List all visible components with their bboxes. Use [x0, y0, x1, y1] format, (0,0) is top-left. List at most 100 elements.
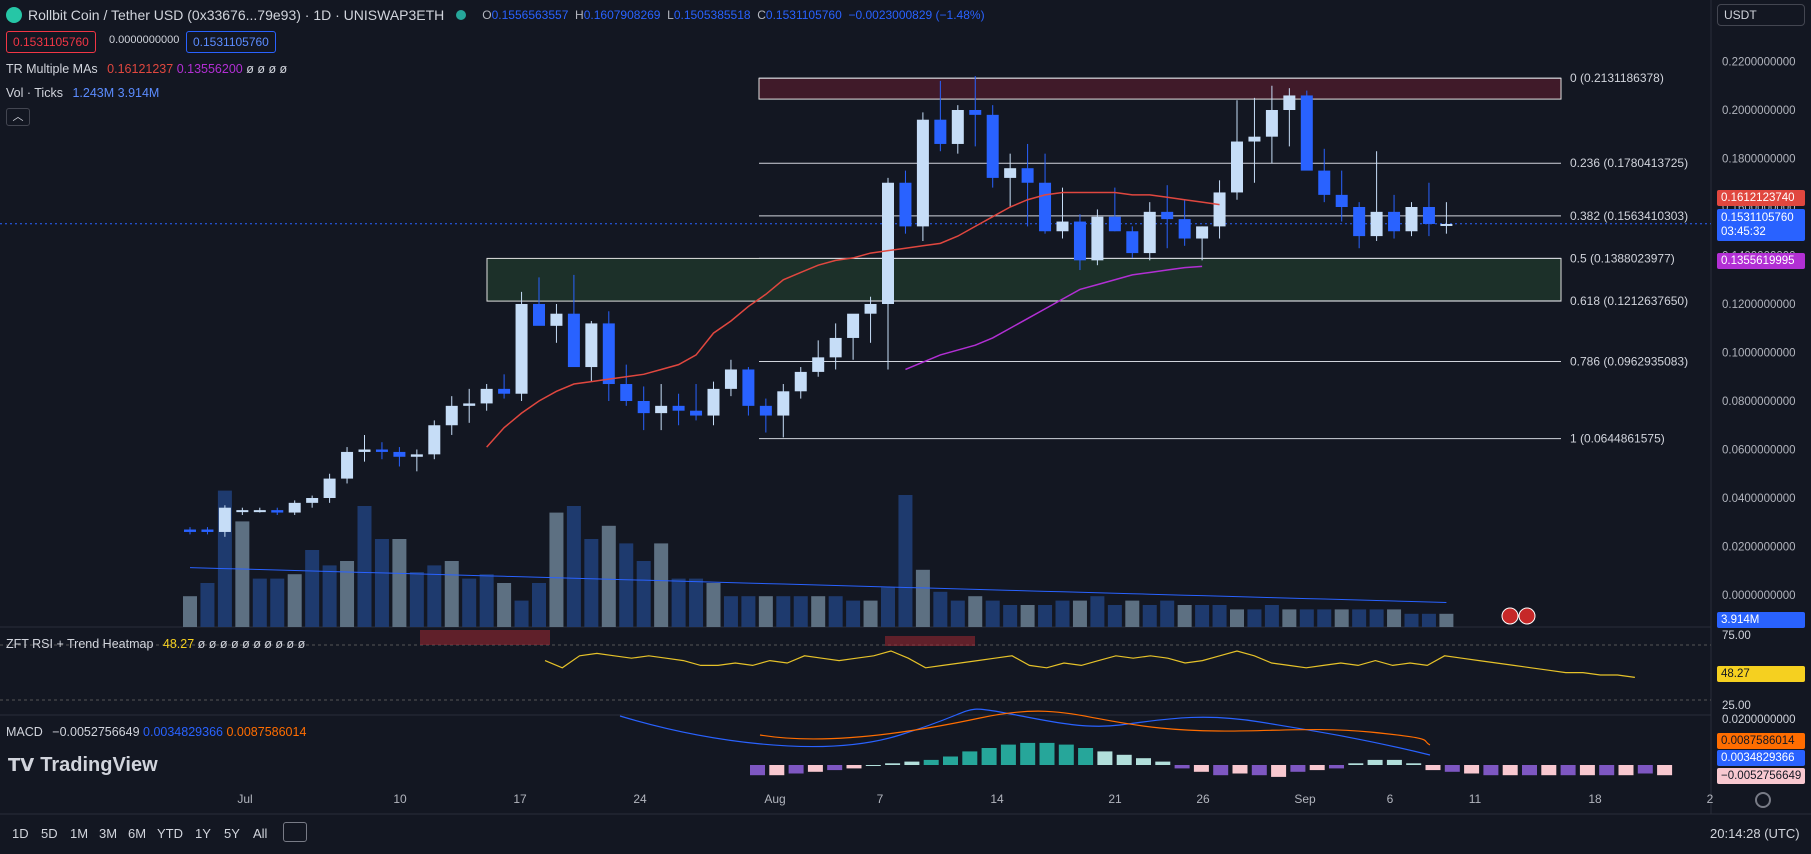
- macd-histogram-bar: [1637, 765, 1653, 774]
- volume-bar: [793, 596, 808, 627]
- macd-histogram-bar: [750, 765, 765, 776]
- date-range-icon[interactable]: [283, 822, 307, 842]
- candle-body: [1388, 211, 1401, 232]
- time-axis-label: 7: [877, 792, 884, 806]
- time-axis-label: Aug: [764, 792, 785, 806]
- volume-bar: [252, 578, 267, 627]
- macd-histogram-bar: [1406, 763, 1422, 765]
- timeframe-6m[interactable]: 6M: [128, 826, 147, 841]
- rsi-legend[interactable]: ZFT RSI + Trend Heatmap 48.27 ø ø ø ø ø …: [6, 637, 306, 651]
- volume-bar: [881, 587, 895, 627]
- fib-level-label: 0.618 (0.1212637650): [1570, 294, 1688, 308]
- volume-bar: [1352, 609, 1367, 627]
- volume-bar: [1125, 600, 1140, 627]
- candle-body: [724, 369, 737, 389]
- timeframe-all[interactable]: All: [253, 826, 268, 841]
- macd-histogram-bar: [943, 756, 958, 765]
- candle-body: [951, 110, 964, 144]
- timeframe-1y[interactable]: 1Y: [195, 826, 211, 841]
- volume-bar: [444, 561, 459, 627]
- candle-body: [899, 182, 912, 227]
- candle-body: [655, 405, 668, 414]
- timeframe-5d[interactable]: 5D: [41, 826, 58, 841]
- macd-histogram-bar: [904, 761, 920, 765]
- volume-bar: [514, 600, 529, 627]
- volume-bar: [200, 583, 215, 627]
- volume-bar: [689, 578, 704, 627]
- candle-body: [323, 478, 336, 498]
- timeframe-1m[interactable]: 1M: [70, 826, 89, 841]
- fib-level-label: 1 (0.0644861575): [1570, 432, 1665, 446]
- candle-body: [882, 182, 894, 304]
- settings-gear-icon[interactable]: [1755, 792, 1771, 808]
- volume-bar: [1142, 605, 1157, 627]
- currency-select[interactable]: USDT: [1717, 4, 1805, 26]
- volume-bar: [1177, 605, 1192, 627]
- candle-body: [602, 323, 615, 385]
- rsi-overbought-heat: [420, 630, 550, 645]
- macd-histogram-bar: [1618, 765, 1634, 776]
- collapse-legend-button[interactable]: ︿: [6, 108, 30, 126]
- volume-bar: [1230, 609, 1244, 627]
- market-status-icon[interactable]: [456, 10, 467, 20]
- sell-button[interactable]: 0.1531105760: [6, 31, 96, 53]
- rsi-lower-level: 25.00: [1722, 700, 1751, 712]
- volume-bar: [1334, 609, 1349, 627]
- candle-body: [1300, 95, 1313, 171]
- resistance-zone: [758, 77, 1562, 100]
- fib-level-label: 0 (0.2131186378): [1570, 71, 1664, 85]
- candle-body: [742, 369, 755, 406]
- volume-bar: [322, 565, 337, 627]
- ma-legend[interactable]: TR Multiple MAs 0.16121237 0.13556200 ø …: [6, 62, 288, 76]
- time-axis-label: 2: [1707, 792, 1714, 806]
- volume-bar: [1038, 605, 1053, 627]
- volume-bar: [741, 596, 756, 627]
- timeframe-1d[interactable]: 1D: [12, 826, 29, 841]
- timeframe-ytd[interactable]: YTD: [157, 826, 183, 841]
- ma-purple-price-badge: 0.1355619995: [1717, 253, 1805, 269]
- volume-bar: [1439, 613, 1454, 627]
- volume-bar: [392, 539, 407, 627]
- macd-legend[interactable]: MACD −0.0052756649 0.0034829366 0.008758…: [6, 725, 307, 739]
- volume-bar: [671, 578, 686, 627]
- candle-body: [672, 405, 685, 411]
- buy-button[interactable]: 0.1531105760: [186, 31, 276, 53]
- volume-legend[interactable]: Vol · Ticks 1.243M 3.914M: [6, 86, 160, 100]
- candle-body: [916, 119, 929, 227]
- candle-body: [1283, 95, 1296, 110]
- candle-body: [1213, 192, 1226, 227]
- volume-bar: [723, 596, 738, 627]
- time-axis-label: 24: [633, 792, 647, 806]
- volume-bar: [532, 583, 546, 627]
- candle-body: [201, 529, 214, 532]
- volume-bar: [1264, 605, 1279, 627]
- candle-body: [1353, 207, 1366, 237]
- macd-histogram-bar: [1464, 765, 1480, 774]
- candle-body: [1248, 136, 1261, 142]
- candle-body: [777, 391, 790, 416]
- timeframe-3m[interactable]: 3M: [99, 826, 118, 841]
- volume-bar: [1055, 600, 1070, 627]
- time-axis-label: 17: [513, 792, 527, 806]
- volume-bar: [1282, 609, 1297, 627]
- macd-histogram-bar: [1290, 765, 1306, 772]
- candle-body: [218, 507, 231, 532]
- volume-bar: [863, 600, 878, 627]
- macd-histogram-bar: [1251, 765, 1267, 776]
- candle-body: [1126, 231, 1139, 254]
- candle-body: [1335, 194, 1348, 207]
- volume-bar: [305, 550, 320, 627]
- time-axis-label: Sep: [1294, 792, 1316, 806]
- macd-histogram-bar: [1058, 744, 1074, 765]
- macd-histogram-bar: [1097, 751, 1113, 765]
- tradingview-logo[interactable]: 𝗧𝗩 TradingView: [8, 754, 158, 776]
- volume-bar: [1160, 600, 1175, 627]
- volume-bar: [1003, 605, 1018, 627]
- candle-body: [585, 323, 598, 368]
- macd-signal-badge: 0.0087586014: [1717, 733, 1805, 749]
- volume-bar: [1299, 609, 1314, 627]
- utc-clock[interactable]: 20:14:28 (UTC): [1710, 826, 1800, 841]
- symbol-title[interactable]: Rollbit Coin / Tether USD (0x33676...79e…: [28, 7, 445, 23]
- timeframe-5y[interactable]: 5Y: [224, 826, 240, 841]
